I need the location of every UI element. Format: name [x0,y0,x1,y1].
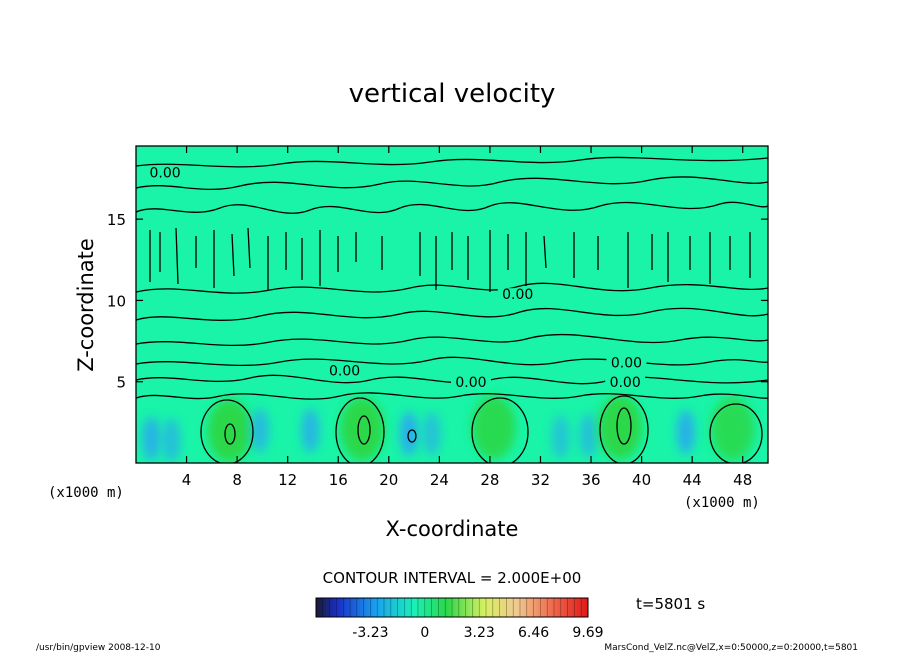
contour-label-1: 0.00 [502,287,533,303]
footer-right: MarsCond_VelZ.nc@VelZ,x=0:50000,z=0:2000… [604,643,858,653]
footer-left: /usr/bin/gpview 2008-12-10 [36,643,161,653]
x-tick-label-9: 40 [632,471,651,489]
velocity-cell-1 [162,418,181,463]
contour-label-bg-1 [497,288,538,302]
contour-label-bg-3 [450,375,491,389]
x-unit-right: (x1000 m) [684,495,760,511]
velocity-cell-8 [471,395,516,460]
x-tick-label-2: 12 [278,471,297,489]
contour-interval: CONTOUR INTERVAL = 2.000E+00 [323,569,582,587]
x-tick-label-6: 28 [480,471,499,489]
colorbar-ticks: -3.23 0 3.23 6.46 9.69 [352,625,603,641]
contour-label-3: 0.00 [455,375,486,391]
velocity-cell-4 [301,408,320,453]
colorbar-tick-label-1: 0 [420,625,429,641]
velocity-cell-11 [598,395,643,460]
x-tick-label-4: 20 [379,471,398,489]
x-tick-label-3: 16 [329,471,348,489]
velocity-cell-12 [676,410,695,455]
colorbar-stripes [322,598,582,617]
colorbar-tick-label-2: 3.23 [464,625,495,641]
time-label: t=5801 s [636,595,705,613]
x-tick-label-11: 48 [733,471,752,489]
colorbar-tick-label-3: 6.46 [518,625,549,641]
colorbar [315,597,589,618]
x-tick-label-8: 36 [581,471,600,489]
x-tick-label-7: 32 [531,471,550,489]
chart-title: vertical velocity [349,79,556,109]
velocity-cell-7 [422,411,441,456]
contour-label-2: 0.00 [329,364,360,380]
y-tick-label-0: 5 [116,374,126,392]
y-axis-label: Z-coordinate [74,238,98,372]
contour-label-bg-0 [145,166,186,180]
contour-label-5: 0.00 [610,375,641,391]
y-axis: 5 10 15 [107,211,768,392]
y-tick-label-2: 15 [107,211,126,229]
colorbar-tick-label-4: 9.69 [572,625,603,641]
plot-frame [135,145,769,464]
velocity-cell-9 [551,414,570,459]
x-tick-label-5: 24 [430,471,449,489]
x-axis: 4 8 12 16 20 24 28 32 36 40 44 48 [182,146,752,489]
velocity-cell-13 [710,396,755,461]
colorbar-tick-label-0: -3.23 [352,625,388,641]
contour-label-bg-5 [605,375,646,389]
x-unit-left: (x1000 m) [48,485,124,501]
velocity-cell-0 [142,416,161,461]
velocity-cells [142,395,755,463]
velocity-cell-5 [340,396,385,461]
x-axis-label: X-coordinate [386,517,519,541]
y-tick-label-1: 10 [107,292,126,310]
contour-label-4: 0.00 [611,355,642,371]
contour-label-bg-4 [606,356,647,370]
velocity-cell-3 [250,408,269,453]
contour-label-bg-2 [324,364,365,378]
contour-label-layer: 0.00 0.00 0.00 0.00 0.00 0.00 [145,165,647,391]
contour-lines [136,156,768,463]
x-tick-label-1: 8 [232,471,242,489]
contour-label-0: 0.00 [149,165,180,181]
x-tick-label-0: 4 [182,471,192,489]
velocity-cell-10 [579,413,598,458]
x-tick-label-10: 44 [683,471,702,489]
velocity-cell-2 [207,398,252,463]
velocity-cell-6 [400,411,419,456]
